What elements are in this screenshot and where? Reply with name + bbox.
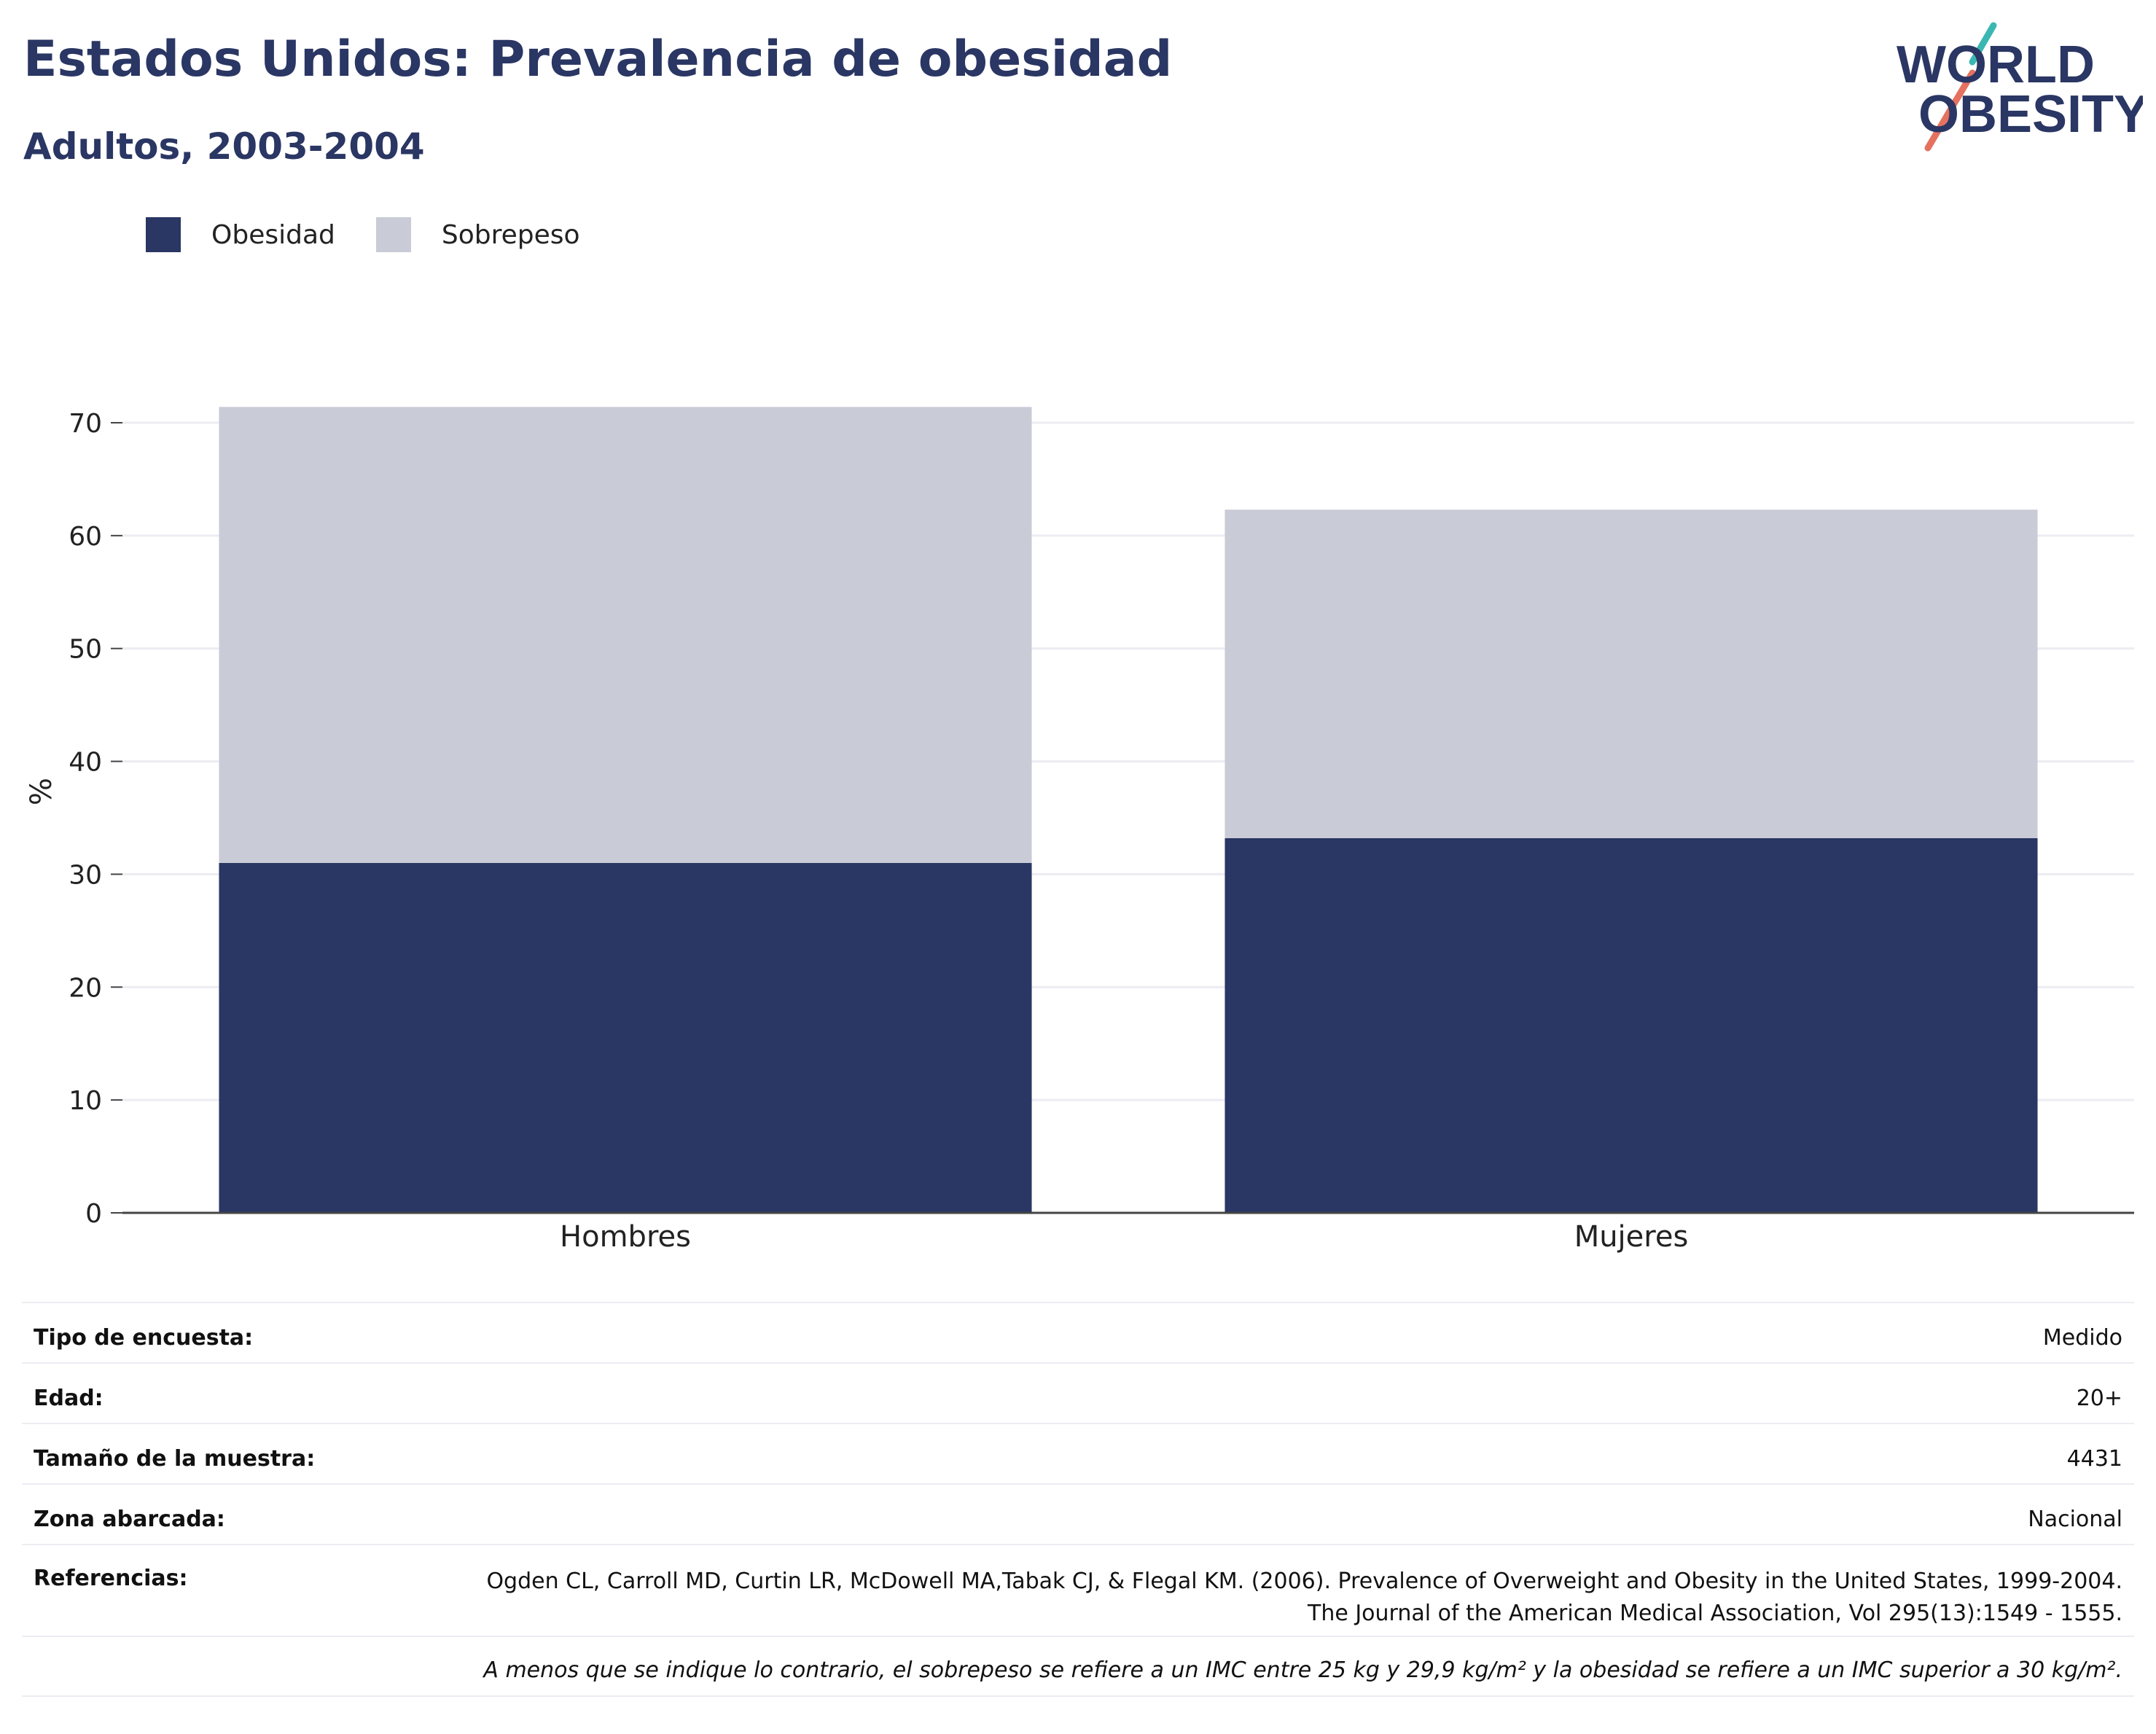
legend-label-sobrepeso: Sobrepeso [441,219,580,250]
chart-subtitle: Adultos, 2003-2004 [23,125,425,168]
y-tick-label: 10 [69,1086,102,1116]
bar-obesidad-mujeres [1225,837,2038,1213]
y-tick-label: 20 [69,973,102,1003]
chart-title: Estados Unidos: Prevalencia de obesidad [23,31,1173,88]
x-tick-label: Hombres [560,1220,691,1254]
y-tick-label: 0 [85,1199,102,1229]
legend-swatch-sobrepeso [375,217,411,252]
info-value-referencias: Ogden CL, Carroll MD, Curtin LR, McDowel… [486,1569,2122,1626]
survey-info-table: Tipo de encuesta: Medido Edad: 20+ Tamañ… [22,1302,2134,1697]
info-value-muestra: 4431 [2066,1446,2122,1472]
bar-sobrepeso-mujeres [1225,509,2038,838]
info-row-tipo: Tipo de encuesta: Medido [22,1302,2134,1362]
info-value-tipo: Medido [2042,1325,2122,1351]
info-label-zona: Zona abarcada: [34,1507,225,1532]
info-row-edad: Edad: 20+ [22,1362,2134,1423]
y-tick-label: 40 [69,748,102,778]
stacked-bar-chart: 0 10 20 30 40 50 60 70% Hombres Mujeres [25,407,2134,1254]
info-row-muestra: Tamaño de la muestra: 4431 [22,1423,2134,1483]
y-tick-label: 70 [69,409,102,439]
legend-item-sobrepeso[interactable]: Sobrepeso [375,217,580,252]
legend-swatch-obesidad [146,217,181,252]
info-row-referencias: Referencias: Ogden CL, Carroll MD, Curti… [22,1544,2134,1636]
legend-label-obesidad: Obesidad [211,219,335,250]
info-value-edad: 20+ [2076,1386,2122,1411]
bar-obesidad-hombres [219,862,1032,1213]
definition-note: A menos que se indique lo contrario, el … [22,1636,2134,1697]
y-tick-label: 30 [69,860,102,890]
legend-item-obesidad[interactable]: Obesidad [146,217,335,252]
world-obesity-logo: WORLD OBESITY [1897,22,2143,152]
y-tick-label: 60 [69,522,102,552]
logo-text-obesity: OBESITY [1918,85,2143,144]
info-label-muestra: Tamaño de la muestra: [34,1446,316,1472]
y-tick-label: 50 [69,635,102,665]
info-label-tipo: Tipo de encuesta: [34,1325,254,1351]
info-row-zona: Zona abarcada: Nacional [22,1483,2134,1544]
info-label-edad: Edad: [34,1386,103,1411]
y-axis-label: % [25,778,58,805]
chart-legend: Obesidad Sobrepeso [146,217,621,252]
x-tick-label: Mujeres [1574,1220,1689,1254]
bar-sobrepeso-hombres [219,407,1032,863]
logo-text-world: WORLD [1897,36,2095,94]
info-value-zona: Nacional [2028,1507,2122,1532]
info-label-referencias: Referencias: [34,1566,188,1591]
